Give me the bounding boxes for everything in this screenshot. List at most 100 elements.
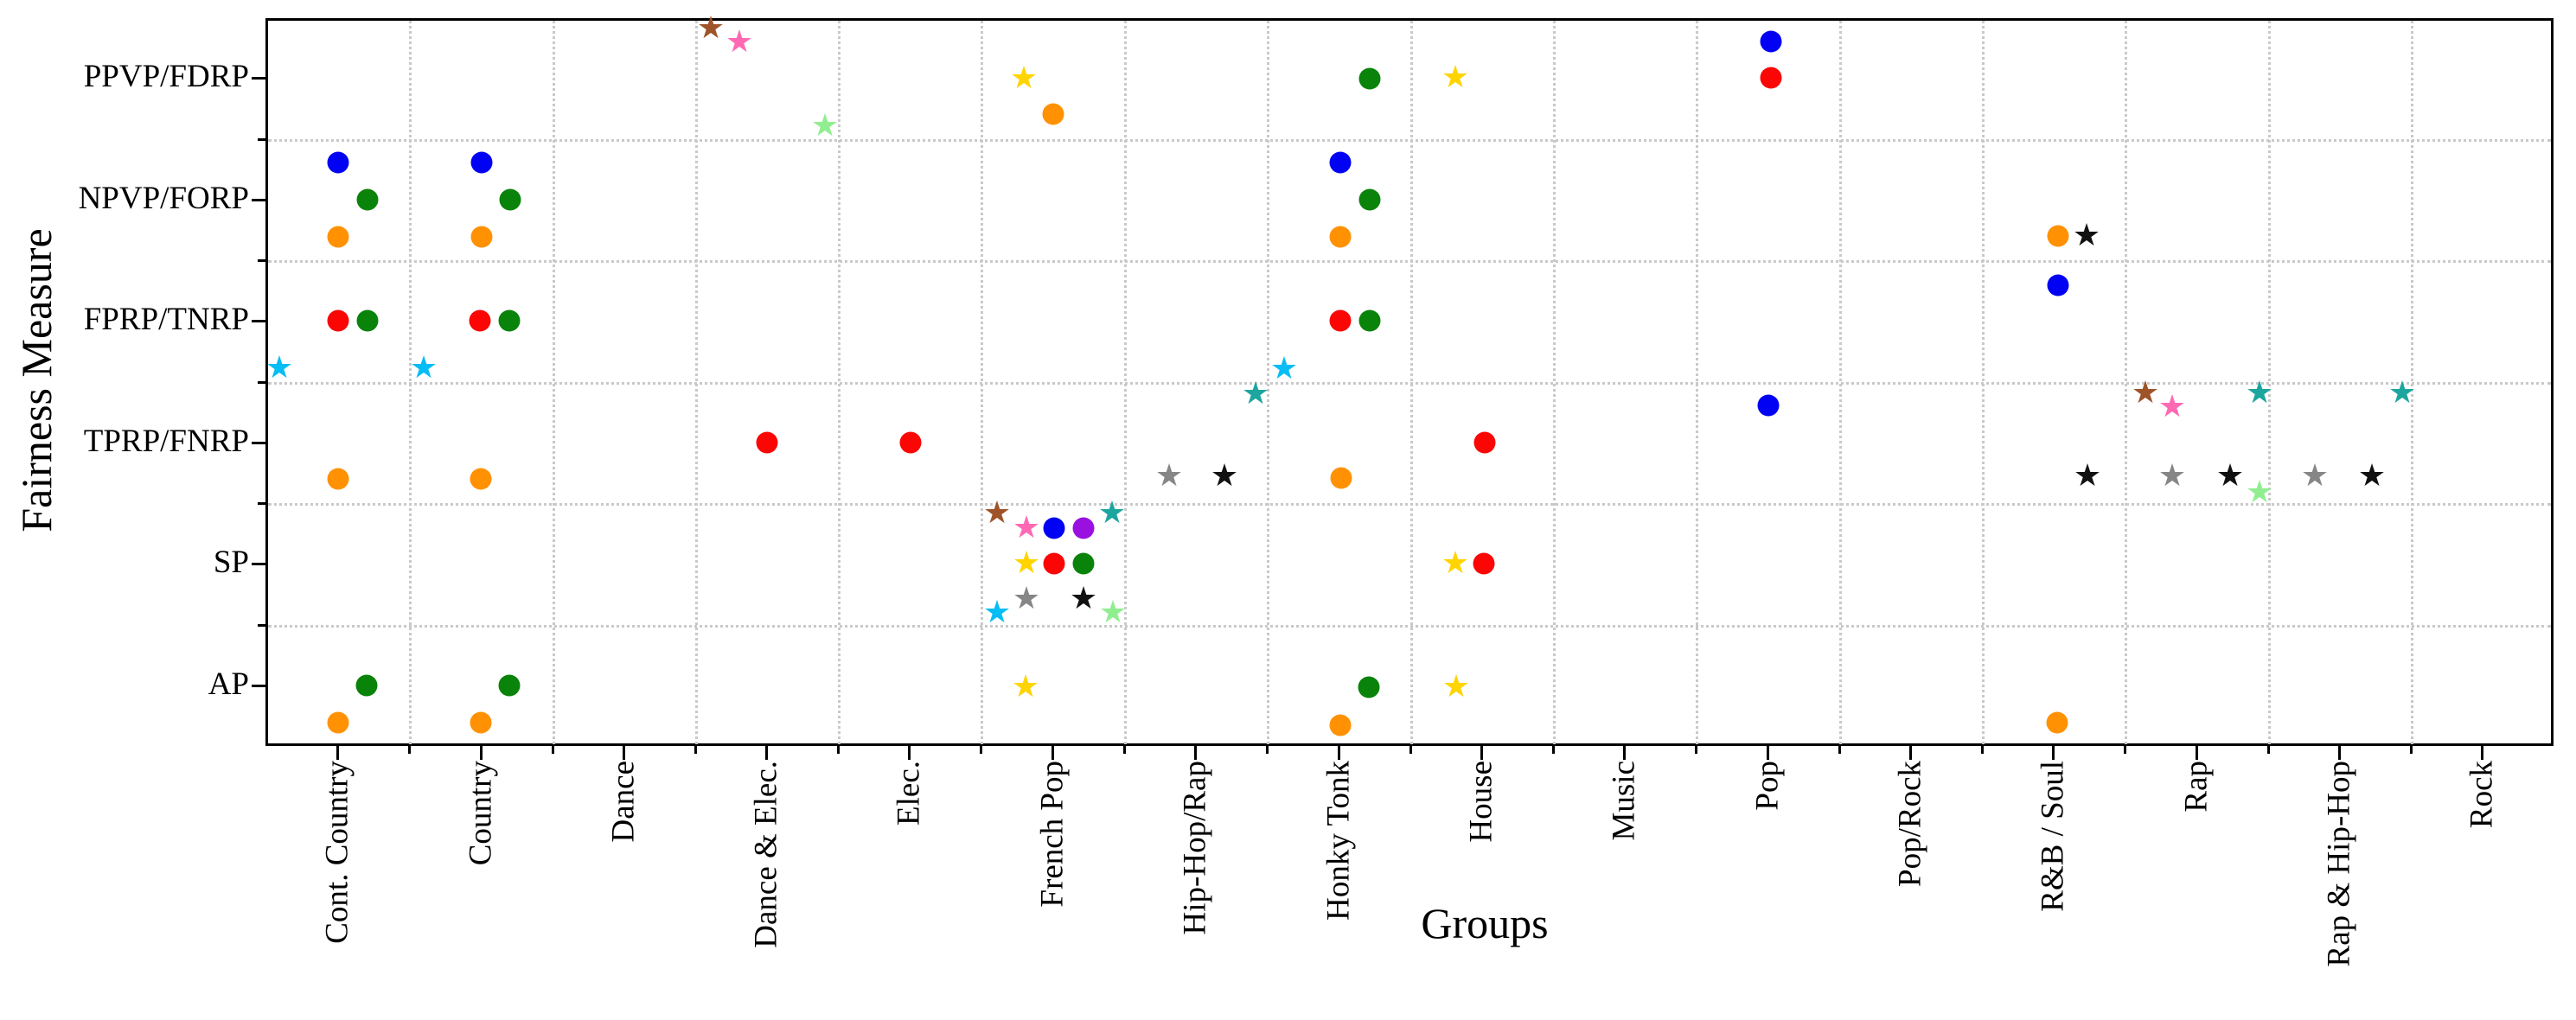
y-tick-major bbox=[252, 442, 265, 444]
marker-circle-blue bbox=[1760, 30, 1782, 53]
marker-circle-green bbox=[1358, 67, 1381, 90]
star-icon: ★ bbox=[1154, 458, 1184, 494]
x-tick-minor bbox=[1409, 746, 1412, 754]
star-icon: ★ bbox=[2073, 458, 2102, 494]
marker-circle-green bbox=[356, 309, 379, 332]
marker-circle-orange bbox=[327, 468, 349, 490]
marker-circle-green bbox=[355, 674, 378, 697]
marker-circle-green bbox=[1072, 552, 1095, 575]
x-tick-label: Music bbox=[1606, 761, 1642, 841]
marker-circle-green bbox=[498, 674, 521, 697]
star-icon: ★ bbox=[1012, 581, 1041, 616]
star-icon: ★ bbox=[1441, 545, 1470, 581]
x-tick-major bbox=[765, 746, 768, 760]
x-tick-minor bbox=[2124, 746, 2126, 754]
x-tick-label: Pop/Rock bbox=[1892, 761, 1928, 887]
x-tick-label: Cont. Country bbox=[319, 761, 355, 944]
x-tick-major bbox=[2196, 746, 2198, 760]
star-icon: ★ bbox=[2215, 458, 2245, 494]
marker-circle-orange bbox=[1329, 714, 1352, 736]
x-axis-title: Groups bbox=[1421, 899, 1549, 947]
x-tick-label: Elec. bbox=[891, 761, 927, 826]
y-tick-major bbox=[252, 563, 265, 565]
marker-circle-orange bbox=[2047, 225, 2069, 247]
marker-circle-red bbox=[1473, 431, 1496, 454]
marker-circle-green bbox=[356, 188, 379, 211]
star-icon: ★ bbox=[2131, 375, 2160, 411]
marker-circle-orange bbox=[470, 226, 493, 248]
x-tick-major bbox=[623, 746, 625, 760]
x-tick-major bbox=[1480, 746, 1483, 760]
x-tick-label: Rap bbox=[2178, 761, 2215, 813]
x-tick-label: Country bbox=[463, 761, 499, 866]
y-tick-label: SP bbox=[213, 544, 249, 580]
y-tick-label: TPRP/FNRP bbox=[83, 423, 249, 459]
x-tick-major bbox=[1194, 746, 1197, 760]
star-icon: ★ bbox=[265, 350, 294, 386]
star-icon: ★ bbox=[2300, 458, 2330, 494]
y-gridline bbox=[268, 139, 2551, 142]
star-icon: ★ bbox=[2072, 218, 2101, 253]
x-tick-minor bbox=[2267, 746, 2270, 754]
x-tick-major bbox=[1623, 746, 1626, 760]
x-tick-minor bbox=[1695, 746, 1697, 754]
x-tick-label: Dance bbox=[605, 761, 642, 843]
x-tick-minor bbox=[837, 746, 840, 754]
x-tick-minor bbox=[408, 746, 411, 754]
x-tick-minor bbox=[1552, 746, 1555, 754]
star-icon: ★ bbox=[1097, 495, 1127, 531]
marker-circle-red bbox=[1329, 309, 1352, 332]
x-tick-label: Honky Tonk bbox=[1320, 761, 1357, 921]
star-icon: ★ bbox=[982, 495, 1012, 531]
x-tick-label: House bbox=[1463, 761, 1499, 843]
marker-circle-green bbox=[1358, 188, 1381, 211]
x-tick-major bbox=[1051, 746, 1054, 760]
y-tick-major bbox=[252, 320, 265, 322]
marker-circle-blue bbox=[2047, 274, 2069, 296]
marker-circle-purple bbox=[1072, 517, 1095, 539]
y-tick-minor bbox=[258, 138, 265, 141]
y-gridline bbox=[268, 260, 2551, 263]
x-tick-major bbox=[1767, 746, 1769, 760]
star-icon: ★ bbox=[696, 10, 725, 46]
x-tick-minor bbox=[552, 746, 554, 754]
x-tick-label: Hip-Hop/Rap bbox=[1177, 761, 1213, 935]
star-icon: ★ bbox=[1009, 61, 1039, 96]
star-icon: ★ bbox=[1098, 595, 1128, 630]
x-tick-minor bbox=[694, 746, 697, 754]
marker-circle-red bbox=[1473, 552, 1495, 575]
marker-circle-red bbox=[327, 309, 349, 332]
x-tick-major bbox=[2481, 746, 2483, 760]
x-tick-major bbox=[908, 746, 911, 760]
star-icon: ★ bbox=[810, 108, 840, 143]
marker-circle-orange bbox=[2046, 711, 2068, 734]
x-tick-minor bbox=[1123, 746, 1126, 754]
star-icon: ★ bbox=[1012, 510, 1041, 545]
marker-circle-orange bbox=[1329, 226, 1352, 248]
x-tick-minor bbox=[1981, 746, 1984, 754]
x-tick-major bbox=[2052, 746, 2055, 760]
star-icon: ★ bbox=[1441, 60, 1470, 95]
star-icon: ★ bbox=[1441, 669, 1471, 704]
star-icon: ★ bbox=[982, 595, 1012, 630]
star-icon: ★ bbox=[2245, 475, 2274, 510]
marker-circle-green bbox=[1358, 676, 1380, 698]
y-tick-label: FPRP/TNRP bbox=[83, 301, 249, 337]
marker-circle-red bbox=[1043, 552, 1065, 575]
x-tick-label: French Pop bbox=[1034, 761, 1071, 908]
star-icon: ★ bbox=[725, 24, 754, 60]
marker-circle-orange bbox=[327, 711, 349, 734]
marker-circle-red bbox=[1760, 67, 1782, 89]
marker-circle-blue bbox=[1757, 394, 1780, 417]
y-gridline bbox=[268, 503, 2551, 506]
marker-circle-blue bbox=[327, 151, 349, 174]
marker-circle-orange bbox=[470, 468, 492, 490]
marker-circle-red bbox=[899, 431, 922, 454]
star-icon: ★ bbox=[1069, 581, 1098, 616]
marker-circle-orange bbox=[327, 226, 349, 248]
star-icon: ★ bbox=[2157, 389, 2187, 424]
marker-circle-red bbox=[756, 431, 778, 454]
x-tick-minor bbox=[1266, 746, 1269, 754]
marker-circle-orange bbox=[1330, 467, 1352, 489]
marker-circle-green bbox=[498, 309, 521, 332]
